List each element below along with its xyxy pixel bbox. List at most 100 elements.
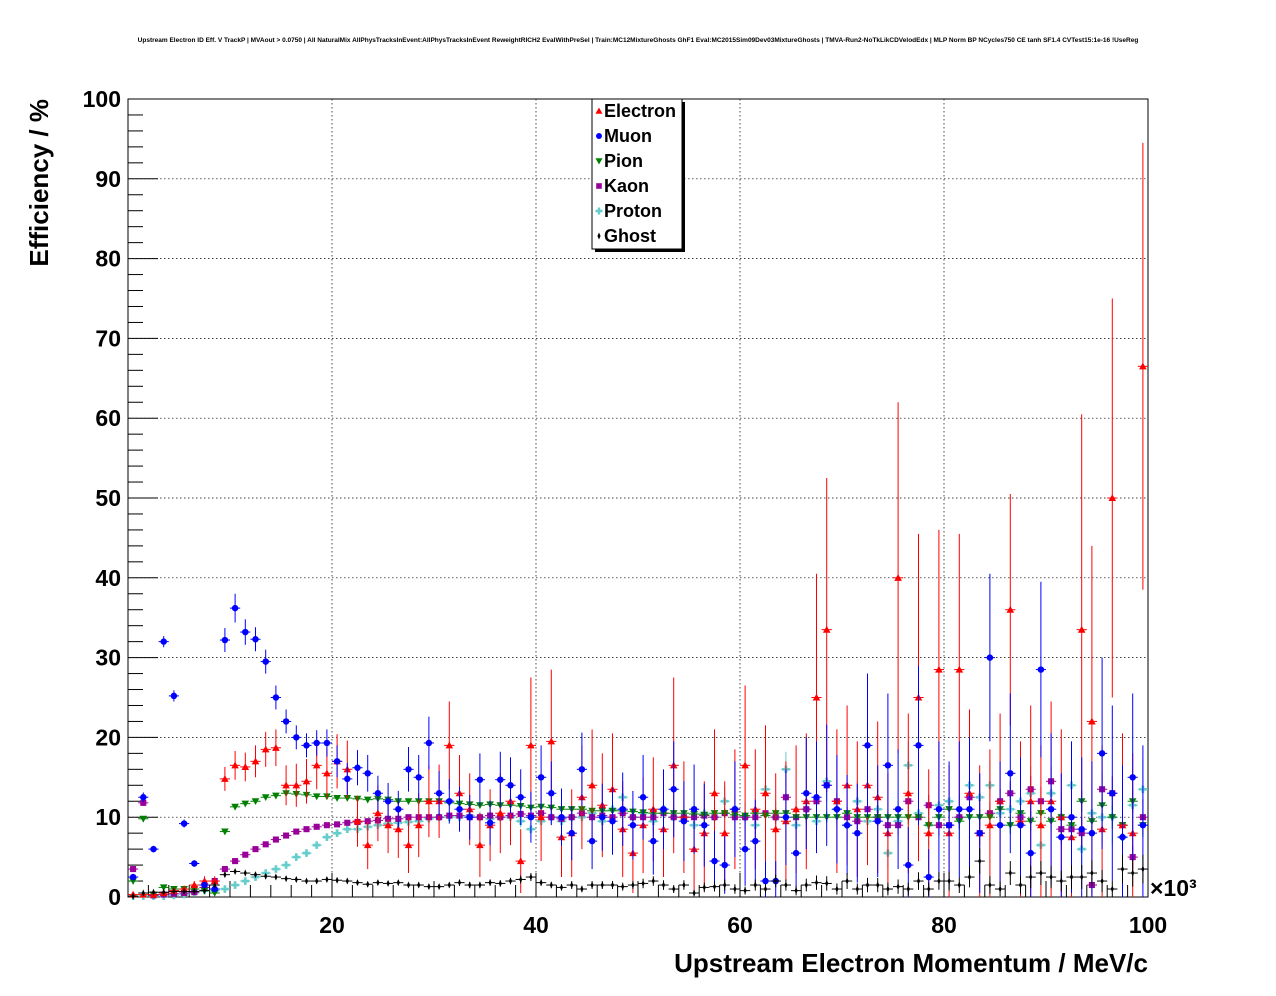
kaon-point bbox=[140, 799, 147, 806]
muon-point bbox=[374, 790, 382, 797]
ghost-point bbox=[325, 875, 329, 883]
electron-point bbox=[822, 625, 831, 633]
muon-point bbox=[966, 805, 973, 813]
electron-point bbox=[445, 741, 454, 749]
proton-point bbox=[221, 885, 229, 893]
legend-marker-pion bbox=[595, 158, 603, 165]
kaon-point bbox=[130, 866, 137, 873]
ghost-point bbox=[590, 881, 594, 889]
electron-point bbox=[527, 741, 535, 749]
ghost-point bbox=[978, 857, 982, 865]
electron-point bbox=[414, 821, 423, 829]
ghost-point bbox=[1029, 873, 1033, 881]
muon-point bbox=[741, 845, 749, 853]
ghost-point bbox=[610, 881, 615, 889]
ghost-point bbox=[916, 877, 921, 885]
muon-point bbox=[548, 790, 555, 797]
proton-point bbox=[231, 881, 239, 889]
ghost-point bbox=[1018, 881, 1023, 889]
proton-point bbox=[323, 833, 331, 841]
electron-point bbox=[761, 789, 770, 797]
electron-point bbox=[720, 829, 729, 837]
muon-point bbox=[497, 776, 504, 783]
muon-point bbox=[680, 817, 688, 825]
muon-point bbox=[803, 790, 810, 797]
x-tick-label: 100 bbox=[1129, 912, 1167, 938]
muon-point bbox=[711, 857, 718, 865]
electron-point bbox=[496, 809, 505, 817]
ghost-point bbox=[355, 879, 360, 887]
proton-point bbox=[282, 861, 290, 869]
muon-point bbox=[884, 762, 892, 769]
muon-point bbox=[701, 821, 708, 829]
pion-point bbox=[159, 884, 168, 892]
ghost-point bbox=[723, 881, 727, 889]
muon-point bbox=[446, 798, 453, 805]
muon-point bbox=[313, 739, 320, 747]
electron-point bbox=[537, 813, 545, 821]
ghost-point bbox=[1049, 873, 1053, 881]
ghost-point bbox=[906, 885, 910, 893]
ghost-point bbox=[814, 879, 819, 887]
y-tick-label: 20 bbox=[95, 724, 121, 750]
muon-point bbox=[303, 742, 310, 749]
ghost-point bbox=[376, 879, 380, 887]
muon-point bbox=[650, 837, 657, 845]
muon-point bbox=[1007, 770, 1014, 777]
ghost-point bbox=[600, 881, 604, 889]
ghost-point bbox=[253, 871, 258, 879]
muon-point bbox=[568, 829, 575, 837]
muon-point bbox=[935, 805, 943, 813]
electron-point bbox=[588, 781, 596, 789]
y-tick-label: 50 bbox=[95, 485, 121, 511]
kaon-point bbox=[283, 832, 290, 839]
grid-lines bbox=[128, 99, 1148, 897]
ghost-point bbox=[651, 877, 655, 885]
muon-point bbox=[242, 628, 249, 636]
ghost-point bbox=[998, 885, 1002, 893]
ghost-point bbox=[1100, 877, 1104, 885]
muon-point bbox=[823, 782, 830, 789]
legend-label: Pion bbox=[604, 151, 643, 171]
series-ghost bbox=[128, 848, 1148, 900]
kaon-point bbox=[221, 866, 228, 873]
legend-label: Proton bbox=[604, 201, 662, 221]
muon-point bbox=[344, 775, 351, 783]
muon-point bbox=[599, 813, 606, 821]
legend-box bbox=[591, 98, 683, 250]
kaon-point bbox=[232, 858, 239, 865]
ghost-point bbox=[488, 879, 492, 887]
muon-point bbox=[527, 813, 535, 821]
legend-marker-ghost bbox=[597, 232, 601, 240]
ghost-point bbox=[733, 885, 737, 893]
pion-point bbox=[210, 889, 219, 897]
electron-point bbox=[282, 781, 290, 789]
ghost-point bbox=[1141, 865, 1145, 873]
y-tick-label: 40 bbox=[95, 565, 121, 591]
electron-point bbox=[935, 665, 943, 673]
muon-point bbox=[435, 790, 443, 797]
muon-point bbox=[507, 782, 514, 789]
kaon-point bbox=[293, 828, 300, 835]
ghost-point bbox=[529, 873, 533, 881]
ghost-point bbox=[672, 885, 676, 893]
muon-point bbox=[486, 819, 494, 827]
ghost-point bbox=[1080, 873, 1084, 881]
ghost-point bbox=[182, 887, 186, 895]
y-tick-label: 90 bbox=[95, 166, 121, 192]
muon-point bbox=[588, 837, 596, 845]
pion-point bbox=[404, 798, 413, 806]
muon-point bbox=[1109, 790, 1116, 797]
ghost-point bbox=[967, 873, 972, 881]
y-tick-label: 70 bbox=[95, 325, 121, 351]
y-axis-title: Efficiency / % bbox=[24, 99, 54, 267]
ghost-point bbox=[1069, 873, 1074, 881]
electron-point bbox=[1108, 494, 1117, 502]
electron-point bbox=[710, 789, 719, 797]
x-tick-label: 60 bbox=[727, 912, 753, 938]
muon-point bbox=[1119, 833, 1126, 841]
ghost-point bbox=[172, 887, 176, 895]
electron-point bbox=[404, 841, 413, 849]
electron-point bbox=[547, 737, 556, 745]
ghost-point bbox=[519, 875, 523, 883]
